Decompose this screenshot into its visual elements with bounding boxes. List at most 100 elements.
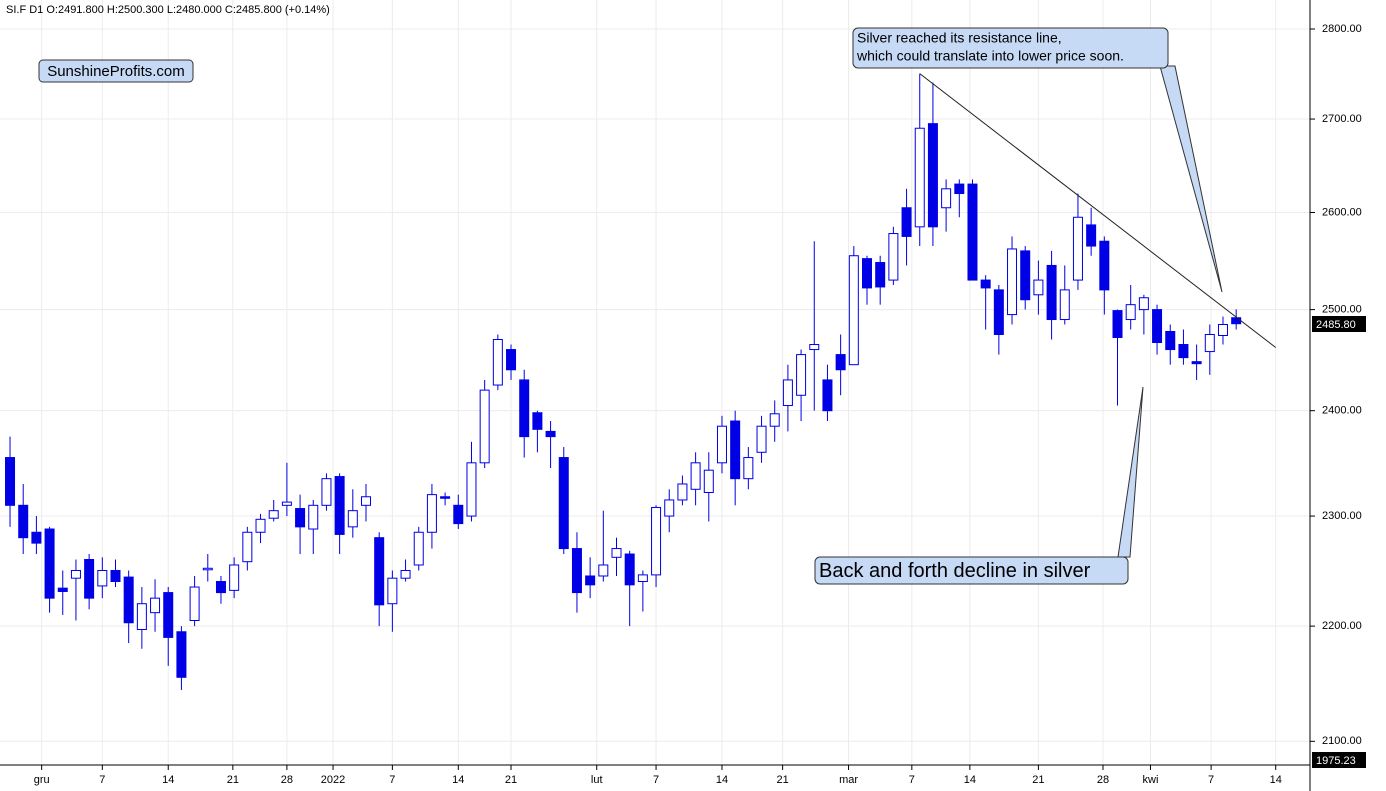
candle-body (862, 258, 873, 289)
x-tick-label: kwi (1143, 774, 1159, 786)
candle-body (136, 603, 147, 631)
candle-body (1020, 250, 1031, 301)
x-tick-label: mar (839, 774, 858, 786)
candle-body (888, 233, 899, 281)
x-tick-label: 14 (1270, 774, 1282, 786)
candle-body (1178, 344, 1189, 359)
candle-body (796, 354, 807, 396)
candle-body (1007, 248, 1018, 316)
x-tick-label: 14 (162, 774, 174, 786)
candle-body (1072, 216, 1083, 281)
candle-body (492, 339, 503, 386)
candle-body (466, 462, 477, 517)
x-tick-label: gru (34, 774, 50, 786)
candle-body (189, 586, 200, 622)
x-tick-label: 21 (776, 774, 788, 786)
candle-body (1125, 304, 1136, 321)
candle-body (1112, 310, 1123, 338)
candle-body (835, 354, 846, 371)
x-tick-label: 7 (1208, 774, 1214, 786)
y-tick-label: 2200.00 (1322, 620, 1362, 632)
candle-body (690, 462, 701, 490)
candle-body (255, 518, 266, 533)
candle-body (822, 379, 833, 412)
candle-body (927, 123, 938, 228)
candle-body (941, 188, 952, 209)
candle-body (176, 631, 187, 678)
brand-box (38, 59, 194, 83)
candle-body (97, 569, 108, 587)
x-tick-label: 28 (281, 774, 293, 786)
overlay: Silver reached its resistance line, which… (814, 27, 1366, 768)
candle-body (57, 587, 68, 592)
candle-body (1059, 289, 1070, 321)
candle-body (1086, 224, 1097, 247)
x-tick-label: 14 (452, 774, 464, 786)
x-tick-label: 7 (99, 774, 105, 786)
candle-body (1152, 309, 1163, 344)
candle-body (677, 483, 688, 501)
callout-text: which could translate into lower price s… (856, 48, 1124, 64)
candle-body (5, 457, 16, 506)
candles (5, 73, 1242, 690)
candle-body (347, 510, 358, 528)
candle-body (308, 504, 319, 530)
candle-body (1099, 240, 1110, 291)
candle-body (215, 581, 226, 594)
callout-box (814, 556, 1129, 585)
x-tick-label: 21 (505, 774, 517, 786)
candle-body (242, 531, 253, 563)
candle-body (387, 577, 398, 605)
candle-body (426, 494, 437, 533)
brand: SunshineProfits.com (47, 63, 185, 80)
candle-body (1138, 297, 1149, 311)
candle-body (295, 508, 306, 528)
candle-body (585, 575, 596, 586)
candle-body (268, 510, 279, 519)
y-tick-label: 2300.00 (1322, 510, 1362, 522)
candle-body (637, 574, 648, 583)
candle-body (229, 564, 240, 591)
candle-body (334, 476, 345, 535)
callout-text: Silver reached its resistance line, (857, 30, 1062, 46)
candle-body (123, 576, 134, 624)
header: SI.F D1 O:2491.800 H:2500.300 L:2480.000… (6, 4, 330, 16)
candle-body (967, 183, 978, 281)
candle-body (281, 501, 292, 506)
candle-body (374, 537, 385, 606)
candle-body (848, 255, 859, 366)
x-tick-label: 14 (716, 774, 728, 786)
x-tick-label: 2022 (321, 774, 345, 786)
candle-body (716, 425, 727, 464)
candle-body (360, 496, 371, 506)
candle-body (598, 564, 609, 577)
candle-body (150, 597, 161, 614)
candle-body (1231, 317, 1242, 325)
candle-body (163, 592, 174, 638)
candle-body (321, 478, 332, 506)
candle-body (664, 499, 675, 517)
callout-box (852, 27, 1169, 69)
candle-body (31, 531, 42, 544)
y-tick-label: 2500.00 (1322, 304, 1362, 316)
candle-body (519, 379, 530, 438)
y-tick-label: 2700.00 (1322, 113, 1362, 125)
price-label: 1975.23 (1316, 755, 1356, 767)
candle-body (44, 528, 55, 599)
candle-body (651, 506, 662, 576)
candle-body (558, 457, 569, 550)
candle-body (110, 569, 121, 583)
candle-body (1165, 330, 1176, 351)
price-label-box (1312, 316, 1366, 332)
candle-body (1033, 279, 1044, 296)
candle-body (901, 207, 912, 237)
candle-body (875, 262, 886, 288)
candle-body (440, 496, 451, 499)
x-tick-label: 7 (909, 774, 915, 786)
candle-body (532, 412, 543, 430)
candle-body (1204, 333, 1215, 353)
candle-body (453, 504, 464, 525)
